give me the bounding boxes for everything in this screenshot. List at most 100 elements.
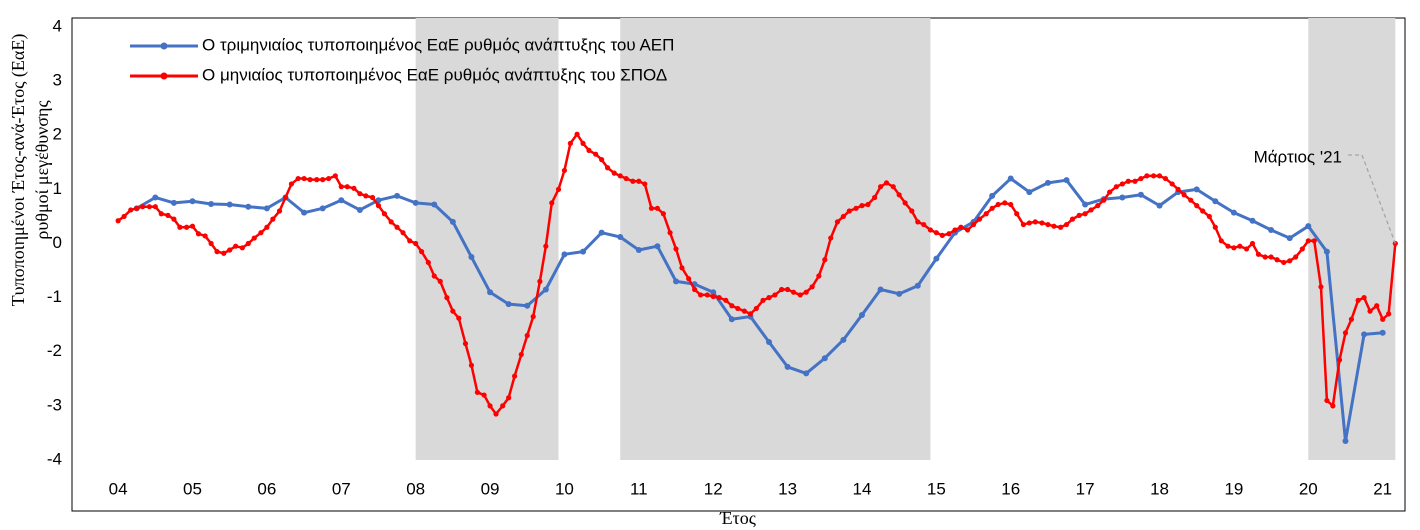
legend-label: Ο μηνιαίος τυποποιημένος ΕαΕ ρυθμός ανάπ… [202,65,667,84]
point [152,194,159,201]
point [686,276,692,282]
shaded-region [415,18,559,460]
point [264,224,270,230]
point [1044,179,1051,186]
x-tick-label: 04 [109,479,128,498]
point [692,286,698,293]
point [183,224,190,230]
point [431,273,437,279]
point [152,204,158,210]
point [437,278,443,284]
point [171,216,177,222]
point [797,292,803,298]
point [896,290,903,297]
point [828,235,834,241]
x-tick-label: 17 [1076,479,1095,498]
point [468,362,475,368]
point [872,194,878,201]
point [561,251,568,258]
point [1026,220,1032,226]
x-tick-label: 19 [1224,479,1243,498]
point [1324,397,1330,404]
point [561,167,568,174]
y-tick-label: -3 [47,395,62,414]
point [134,205,140,211]
point [803,289,809,295]
point [952,227,958,233]
y-tick-label: -1 [47,287,62,306]
point [1348,316,1355,322]
point [1200,208,1206,214]
y-tick-label: 0 [53,233,62,252]
legend-label: Ο τριμηνιαίος τυποποιημένος ΕαΕ ρυθμός α… [202,35,674,54]
legend-marker [160,42,168,50]
point [282,194,289,201]
point [1156,173,1163,179]
point [710,289,717,296]
point [1082,201,1089,208]
point [1274,257,1280,263]
point [450,308,456,314]
point [263,205,270,212]
point [840,336,847,343]
x-axis-label: Έτος [719,508,756,528]
point [1361,295,1367,301]
point [1225,243,1231,249]
point [772,292,778,298]
point [1162,175,1169,182]
point [1342,438,1349,445]
point [1305,238,1311,244]
point [946,231,952,237]
point [729,303,735,309]
annotation: Μάρτιος '21 [1254,147,1342,166]
point [859,203,865,209]
point [611,170,617,176]
point [226,201,233,208]
point [524,332,530,339]
point [1138,175,1144,182]
point [326,175,332,182]
point [549,200,555,206]
point [214,249,220,255]
y-tick-label: 3 [53,71,62,90]
point [1361,331,1368,338]
legend-marker [160,72,168,80]
point [394,224,400,230]
x-tick-label: 10 [555,479,574,498]
point [468,254,475,261]
point [976,216,983,222]
point [970,221,977,228]
point [189,223,196,229]
y-axis-label: Τυποποιημένοι Έτος-ανά-Έτος (ΕαΕ) [8,34,29,307]
x-tick-label: 16 [1001,479,1020,498]
point [1287,258,1293,264]
point [784,363,791,370]
point [115,218,121,224]
point [1057,224,1064,230]
point [524,302,531,309]
point [1088,207,1094,213]
point [1323,248,1330,255]
point [1293,254,1299,260]
point [1249,217,1256,224]
point [667,230,673,236]
point [803,370,810,377]
point [1069,216,1076,222]
point [301,209,308,216]
point [357,191,363,197]
point [1107,189,1113,195]
point [413,240,419,247]
point [1281,259,1287,266]
point [400,230,406,236]
point [276,208,283,214]
point [1255,251,1262,257]
point [221,250,227,256]
point [1101,197,1107,203]
y-tick-label: 4 [53,16,62,35]
point [449,218,456,225]
point [1188,197,1194,203]
point [1194,203,1200,209]
point [542,286,549,293]
point [227,247,233,253]
